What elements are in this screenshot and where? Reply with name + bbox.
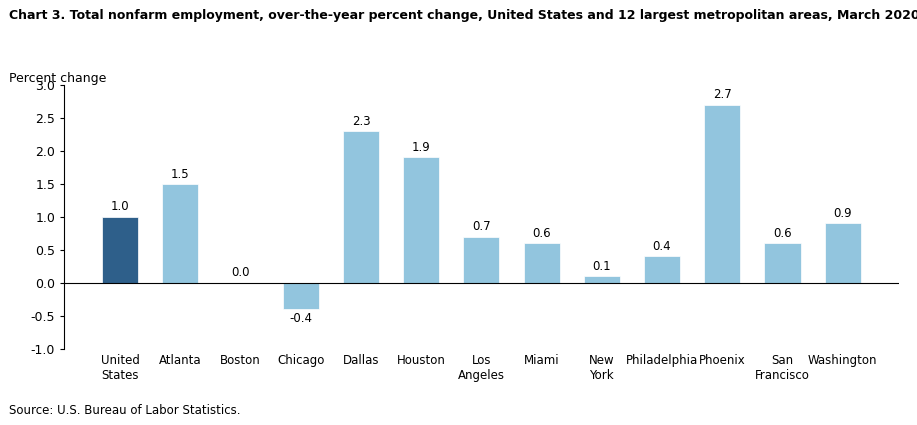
Bar: [463, 236, 500, 283]
Text: 2.7: 2.7: [713, 88, 732, 102]
Text: 0.7: 0.7: [472, 220, 491, 233]
Text: 0.6: 0.6: [773, 227, 791, 240]
Bar: [343, 131, 379, 283]
Text: 0.9: 0.9: [834, 207, 852, 220]
Bar: [403, 158, 439, 283]
Bar: [704, 105, 740, 283]
Text: -0.4: -0.4: [289, 312, 313, 325]
Text: 1.9: 1.9: [412, 141, 431, 154]
Bar: [824, 224, 861, 283]
Bar: [102, 217, 138, 283]
Bar: [524, 243, 559, 283]
Bar: [644, 256, 680, 283]
Bar: [584, 276, 620, 283]
Text: 2.3: 2.3: [352, 115, 370, 128]
Bar: [162, 184, 198, 283]
Text: 1.0: 1.0: [111, 201, 129, 213]
Text: Percent change: Percent change: [9, 72, 106, 85]
Text: 1.5: 1.5: [171, 167, 190, 181]
Text: 0.4: 0.4: [653, 240, 671, 253]
Text: Chart 3. Total nonfarm employment, over-the-year percent change, United States a: Chart 3. Total nonfarm employment, over-…: [9, 8, 917, 22]
Bar: [282, 283, 319, 309]
Text: 0.6: 0.6: [533, 227, 551, 240]
Text: Source: U.S. Bureau of Labor Statistics.: Source: U.S. Bureau of Labor Statistics.: [9, 403, 240, 416]
Text: 0.0: 0.0: [231, 266, 249, 279]
Text: 0.1: 0.1: [592, 260, 611, 273]
Bar: [765, 243, 801, 283]
